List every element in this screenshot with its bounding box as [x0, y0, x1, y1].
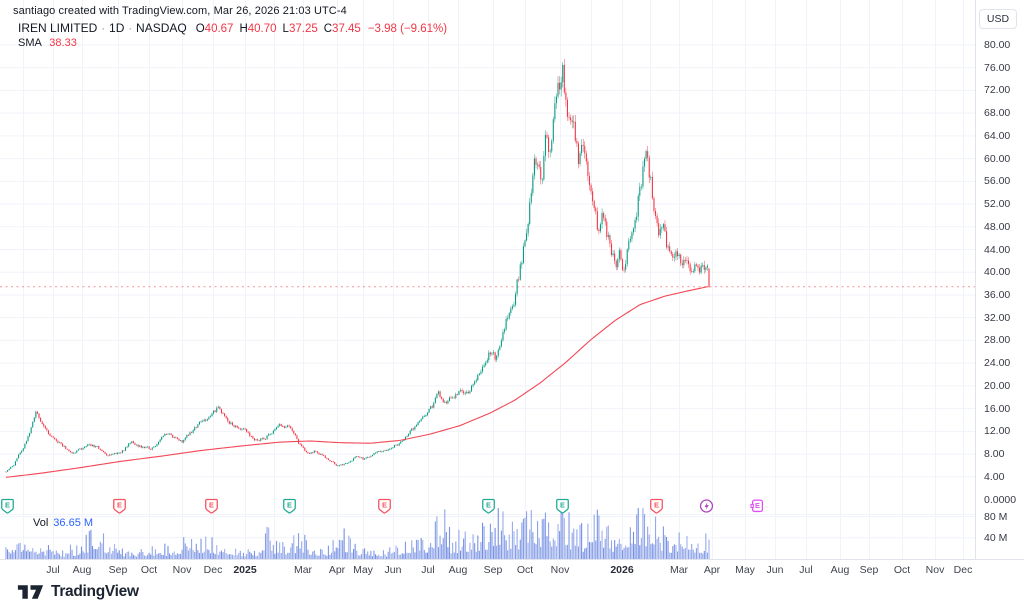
tradingview-logo[interactable]: TradingView: [17, 583, 139, 601]
high-label: H: [239, 23, 248, 35]
close-label: C: [323, 23, 333, 35]
split-marker-icon[interactable]: [699, 498, 714, 514]
svg-text:E: E: [117, 501, 122, 510]
open-value: 40.67: [204, 23, 234, 35]
change-value: −3.98 (−9.61%): [367, 23, 448, 35]
sma-label[interactable]: SMA: [18, 37, 42, 49]
dot-separator: ·: [101, 23, 106, 35]
currency-toggle[interactable]: USD: [979, 9, 1017, 29]
svg-text:E: E: [486, 501, 491, 510]
tradingview-logo-icon: [17, 585, 44, 599]
svg-text:E: E: [382, 501, 387, 510]
svg-text:E: E: [5, 501, 10, 510]
symbol-title[interactable]: IREN LIMITED: [18, 21, 98, 35]
volume-legend: Vol 36.65 M: [33, 517, 93, 529]
low-value: 37.25: [288, 23, 318, 35]
attribution-text: santiago created with TradingView.com, M…: [13, 5, 347, 17]
open-label: O: [195, 23, 205, 35]
earnings-marker-icon[interactable]: E: [377, 498, 392, 514]
earnings-marker-icon[interactable]: E: [649, 498, 664, 514]
svg-text:E: E: [755, 501, 760, 510]
upcoming-earnings-marker-icon[interactable]: E: [750, 498, 765, 514]
svg-text:E: E: [287, 501, 292, 510]
earnings-marker-icon[interactable]: E: [112, 498, 127, 514]
earnings-marker-icon[interactable]: E: [204, 498, 219, 514]
high-value: 40.70: [247, 23, 277, 35]
close-value: 37.45: [332, 23, 361, 35]
earnings-marker-icon[interactable]: E: [555, 498, 570, 514]
svg-text:E: E: [654, 501, 659, 510]
earnings-marker-icon[interactable]: E: [0, 498, 15, 514]
symbol-legend: IREN LIMITED · 1D · NASDAQ O40.67 H40.70 L37.25…: [18, 21, 447, 35]
exchange-label[interactable]: NASDAQ: [136, 21, 187, 35]
svg-text:E: E: [560, 501, 565, 510]
low-label: L: [282, 23, 289, 35]
interval-label[interactable]: 1D: [109, 21, 125, 35]
tradingview-logo-text: TradingView: [51, 583, 139, 600]
sma-value: 38.33: [49, 37, 77, 49]
volume-value: 36.65 M: [53, 517, 94, 529]
earnings-marker-icon[interactable]: E: [282, 498, 297, 514]
earnings-marker-icon[interactable]: E: [481, 498, 496, 514]
dot-separator: ·: [128, 23, 133, 35]
sma-legend: SMA 38.33: [18, 37, 77, 49]
svg-text:E: E: [209, 501, 214, 510]
currency-label: USD: [986, 13, 1010, 25]
volume-label[interactable]: Vol: [33, 517, 49, 529]
